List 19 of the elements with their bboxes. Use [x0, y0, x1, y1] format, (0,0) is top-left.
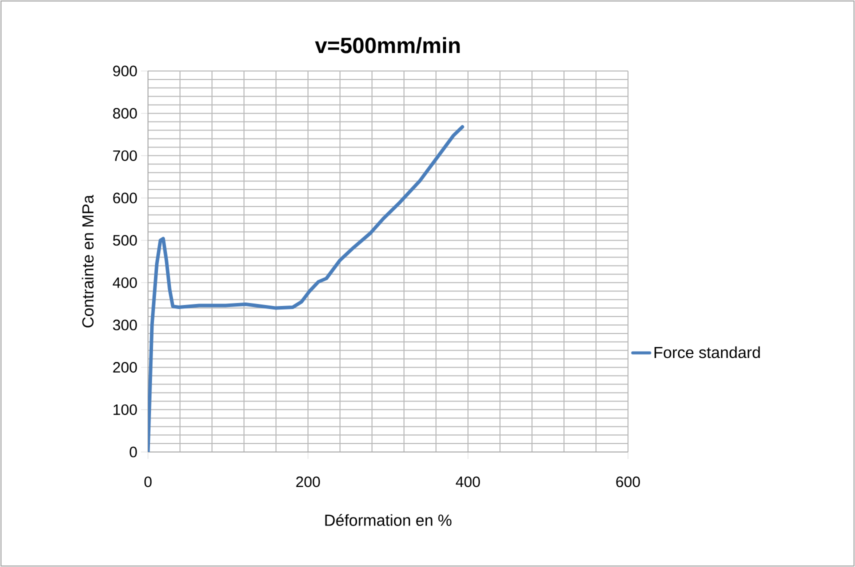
y-tick-label: 700	[113, 150, 137, 161]
x-axis-title: Déformation en %	[325, 514, 452, 526]
x-tick-label: 600	[616, 476, 640, 488]
y-tick-label: 600	[113, 192, 137, 204]
y-tick-label: 500	[113, 235, 137, 246]
y-tick-label: 0	[130, 446, 137, 458]
legend-label: Force standard	[654, 346, 760, 358]
y-tick-label: 300	[113, 320, 137, 330]
y-tick-label: 200	[113, 362, 137, 373]
y-tick-label: 800	[113, 108, 137, 119]
line-series	[148, 125, 464, 452]
y-tick-label: 100	[114, 404, 137, 415]
y-axis-title: Contrainte en MPa	[82, 194, 94, 328]
x-tick-label: 0	[144, 476, 152, 488]
y-tick-label: 400	[112, 277, 137, 288]
x-tick-label: 400	[456, 476, 480, 488]
y-tick-label: 900	[113, 66, 137, 76]
chart-title: v=500mm/min	[315, 37, 460, 54]
x-tick-label: 200	[296, 476, 320, 488]
